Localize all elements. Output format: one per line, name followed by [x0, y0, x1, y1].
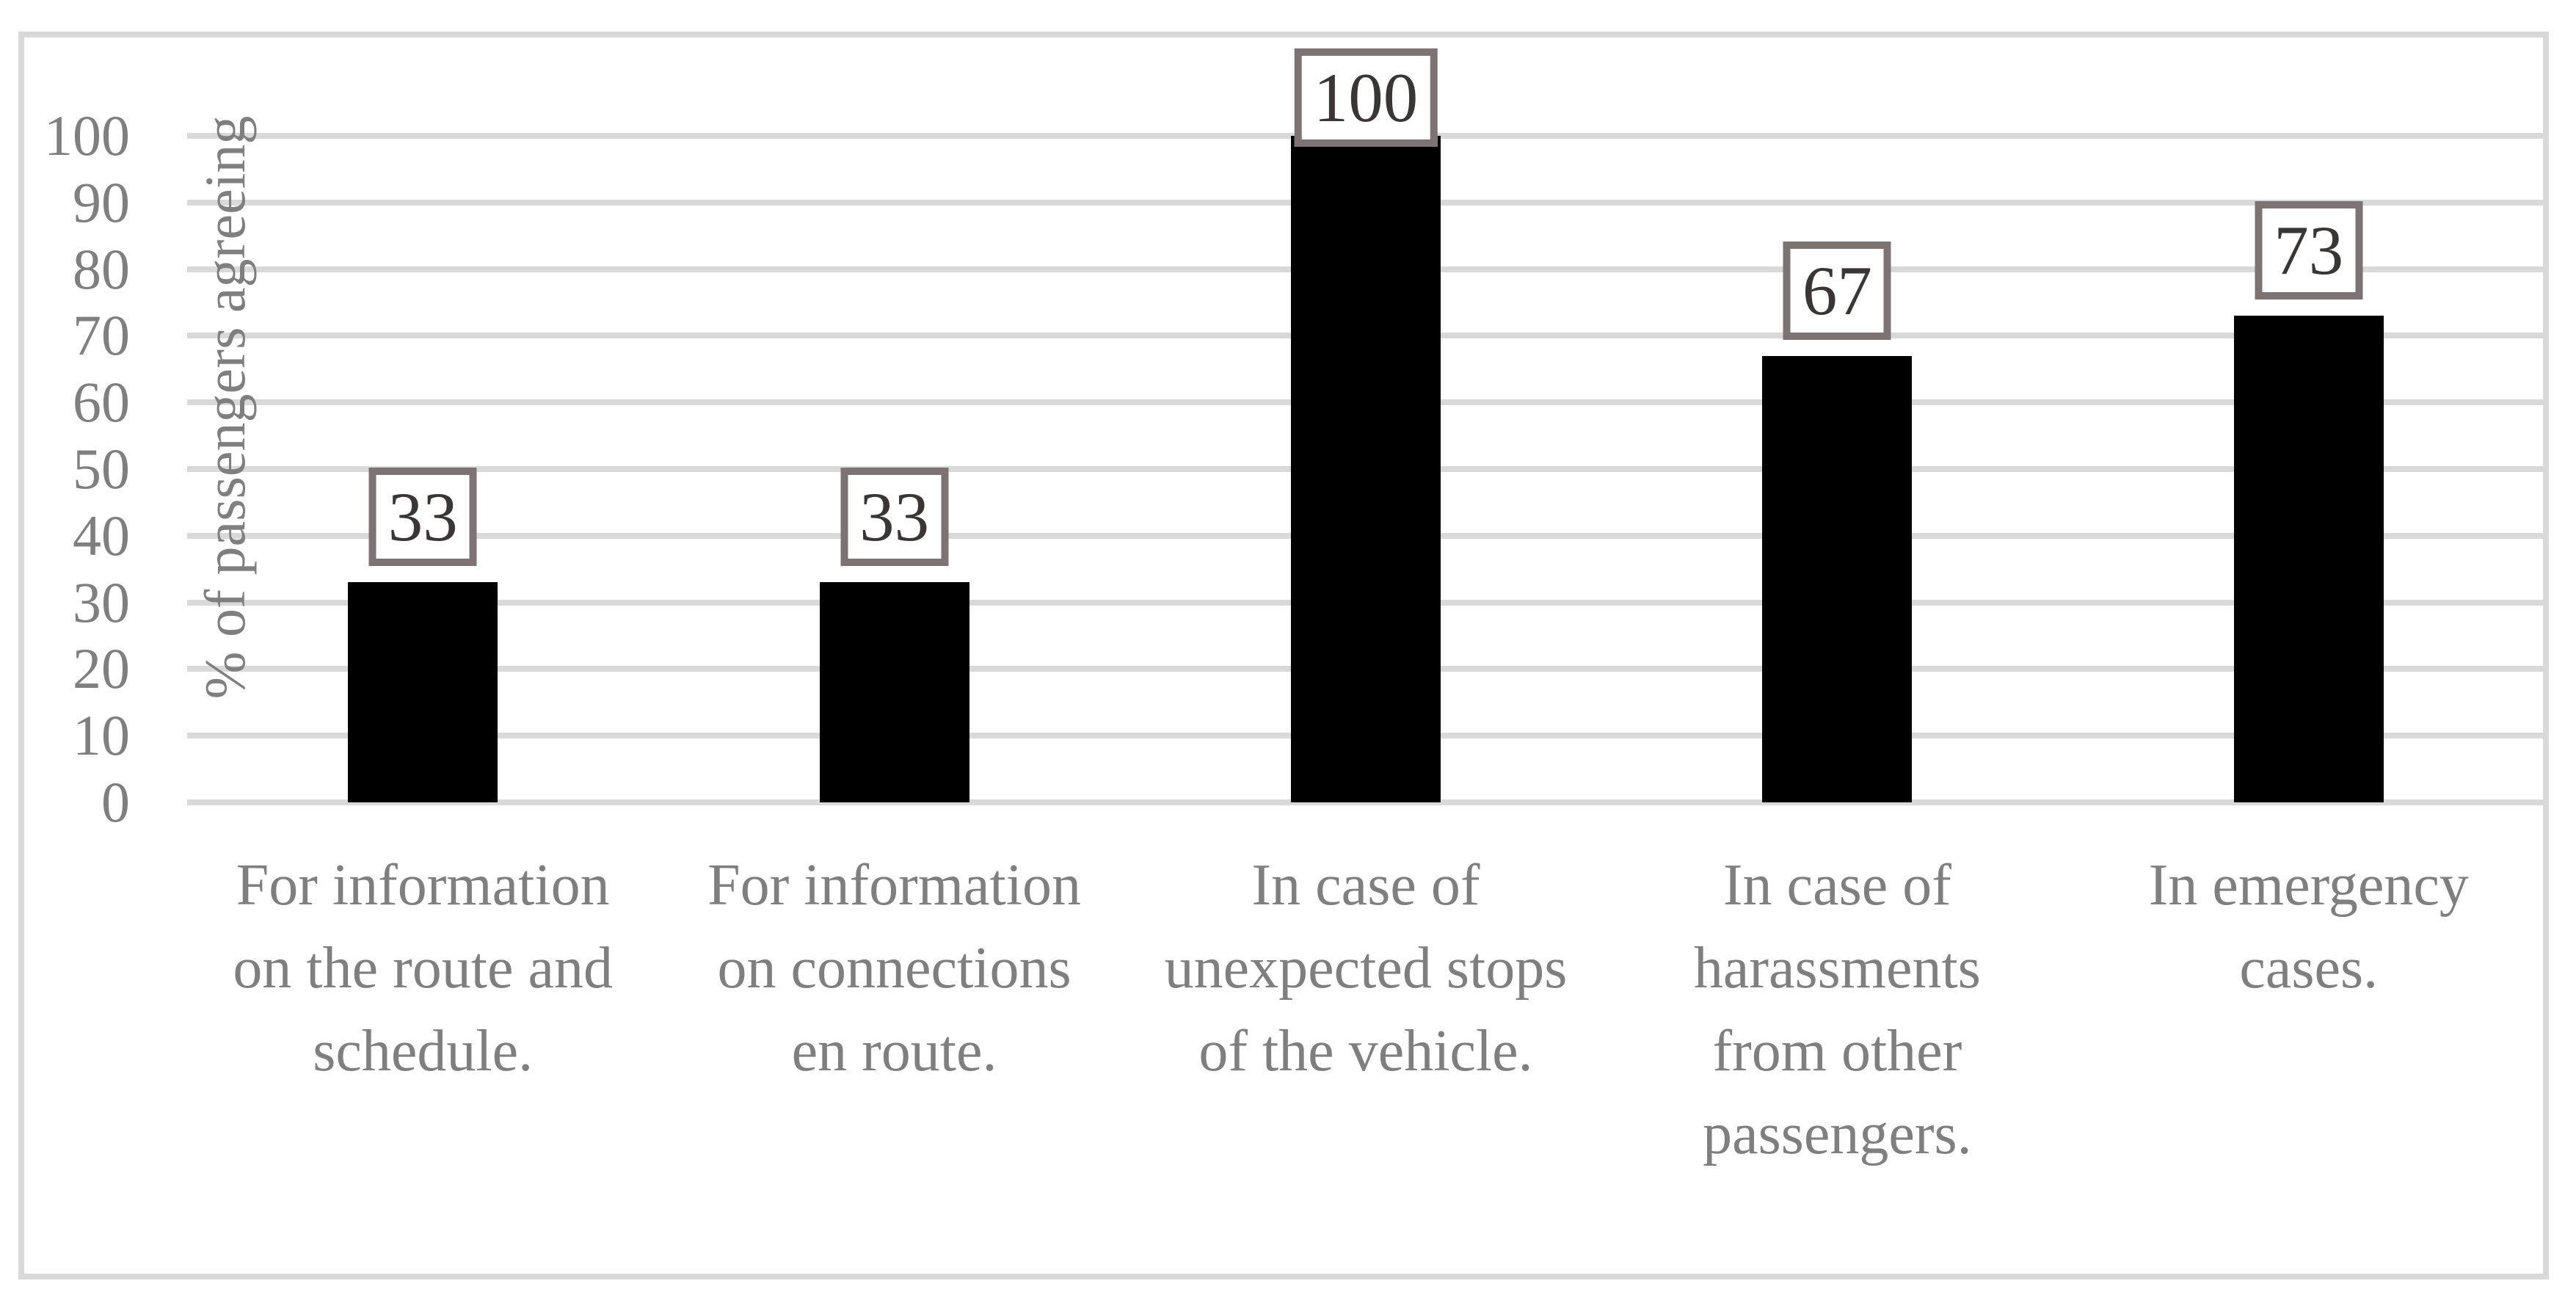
category-label-line: on the route and	[233, 936, 613, 1001]
y-tick-label: 80	[73, 236, 130, 301]
category-label-line: passengers.	[1703, 1102, 1972, 1166]
category-label-1: For information on the route and schedule.	[233, 844, 613, 1093]
gridline-0	[187, 799, 2544, 805]
y-tick-label: 0	[101, 770, 130, 834]
data-label-2: 33	[840, 468, 949, 567]
y-tick-label: 50	[73, 437, 130, 501]
y-tick-label: 30	[73, 570, 130, 634]
category-label-line: on connections	[717, 936, 1071, 1001]
category-label-line: In case of	[1251, 853, 1480, 918]
data-label-1: 33	[368, 468, 477, 567]
category-label-line: schedule.	[313, 1019, 534, 1084]
category-label-line: from other	[1712, 1019, 1962, 1084]
bar-4	[1762, 355, 1913, 802]
data-label-5: 73	[2255, 201, 2363, 300]
y-tick-label: 40	[73, 503, 130, 567]
y-tick-label: 20	[73, 636, 130, 701]
category-label-line: For information	[236, 853, 610, 918]
y-tick-label: 90	[73, 170, 130, 234]
y-tick-label: 70	[73, 303, 130, 368]
bar-5	[2233, 316, 2384, 802]
data-label-3: 100	[1294, 48, 1438, 147]
y-tick-label: 60	[73, 370, 130, 435]
bar-1	[348, 582, 498, 802]
bar-2	[819, 582, 969, 802]
category-label-5: In emergency cases.	[2149, 844, 2469, 1010]
y-tick-label: 10	[73, 703, 130, 768]
data-label-4: 67	[1783, 241, 1891, 340]
category-label-4: In case of harassments from other passenger…	[1694, 844, 1981, 1176]
y-tick-label: 100	[44, 104, 130, 167]
bar-3	[1291, 136, 1441, 802]
category-label-line: harassments	[1693, 936, 1981, 1001]
category-label-line: For information	[707, 853, 1082, 918]
category-label-line: In emergency	[2148, 853, 2469, 918]
category-label-line: cases.	[2239, 936, 2379, 1001]
category-label-line: en route.	[791, 1019, 997, 1084]
category-label-3: In case of unexpected stops of the vehicle…	[1165, 844, 1568, 1093]
category-label-2: For information on connections en route.	[707, 844, 1081, 1093]
category-label-line: of the vehicle.	[1198, 1019, 1533, 1084]
category-label-line: In case of	[1722, 853, 1951, 918]
y-axis-title: % of passengers agreeing	[193, 115, 257, 700]
category-label-line: unexpected stops	[1164, 936, 1568, 1001]
